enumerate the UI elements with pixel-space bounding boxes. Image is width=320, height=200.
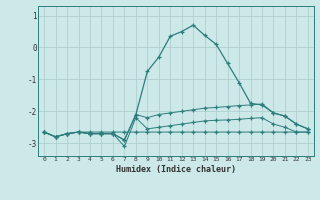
X-axis label: Humidex (Indice chaleur): Humidex (Indice chaleur) <box>116 165 236 174</box>
